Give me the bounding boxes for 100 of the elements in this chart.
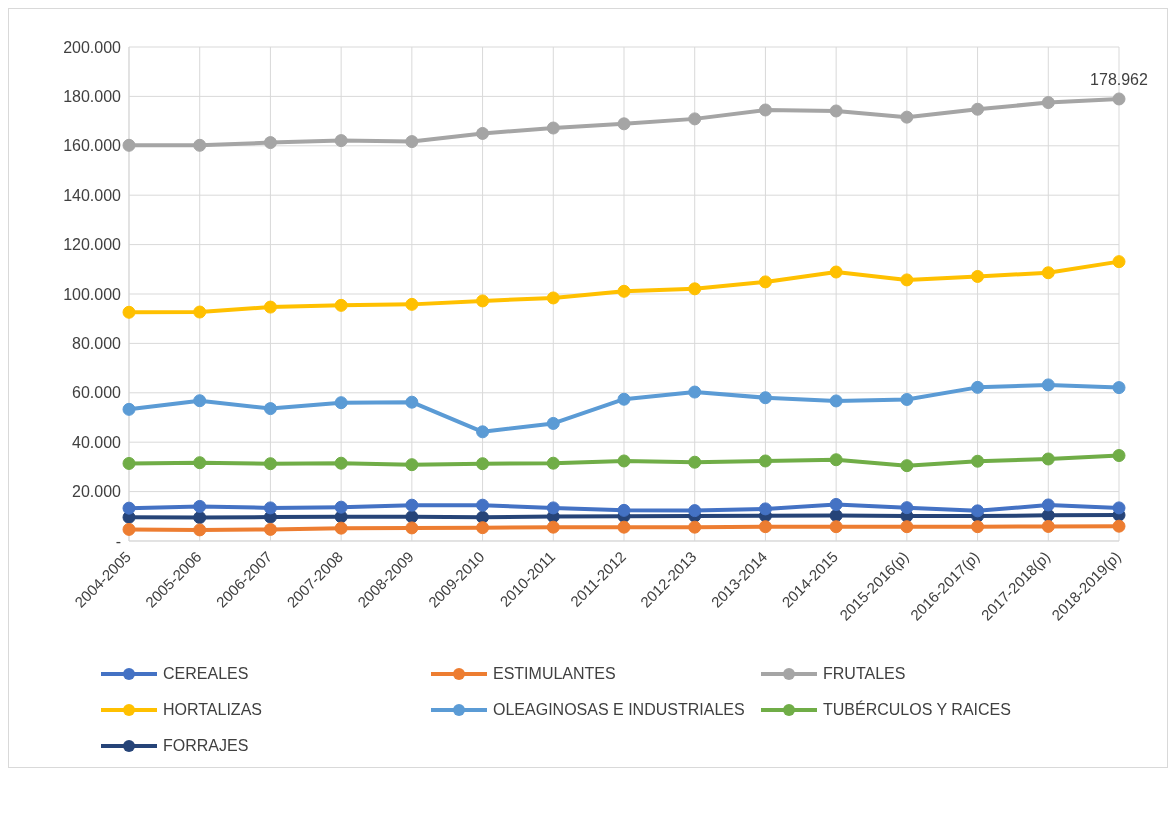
point (688, 504, 702, 518)
point (1041, 96, 1055, 110)
y-tick-label: 200.000 (63, 38, 122, 56)
point (405, 135, 419, 149)
point (829, 453, 843, 467)
point (476, 521, 490, 535)
point (617, 503, 631, 517)
point (334, 456, 348, 470)
point (476, 498, 490, 512)
y-tick-label: 140.000 (63, 186, 122, 204)
point (122, 138, 136, 152)
y-tick-label: 20.000 (72, 483, 122, 501)
point (546, 520, 560, 534)
point (900, 110, 914, 124)
point (900, 273, 914, 287)
point (334, 500, 348, 514)
point (758, 391, 772, 405)
point (193, 511, 207, 525)
point (617, 117, 631, 131)
legend-label: TUBÉRCULOS Y RAICES (823, 701, 1011, 719)
point (1112, 92, 1126, 106)
point (1112, 255, 1126, 269)
point (405, 297, 419, 311)
point (829, 265, 843, 279)
point (546, 121, 560, 135)
point (546, 456, 560, 470)
point (263, 300, 277, 314)
point (263, 501, 277, 515)
legend-label: FRUTALES (823, 665, 906, 683)
point (758, 103, 772, 117)
point (405, 458, 419, 472)
point (688, 112, 702, 126)
point (405, 510, 419, 524)
point (263, 136, 277, 150)
point (758, 275, 772, 289)
point (1041, 498, 1055, 512)
annotation: 178.962 (1090, 70, 1149, 88)
point (971, 520, 985, 534)
point (263, 457, 277, 471)
point (193, 305, 207, 319)
point (1112, 381, 1126, 395)
point (1112, 449, 1126, 463)
point (334, 521, 348, 535)
point (829, 497, 843, 511)
point (1041, 452, 1055, 466)
point (900, 520, 914, 534)
y-tick-label: 80.000 (72, 335, 122, 353)
point (476, 294, 490, 308)
point (1041, 519, 1055, 533)
point (193, 523, 207, 537)
point (829, 520, 843, 534)
point (900, 459, 914, 473)
point (617, 392, 631, 406)
point (405, 395, 419, 409)
point (1041, 378, 1055, 392)
point (193, 456, 207, 470)
y-tick-label: 60.000 (72, 384, 122, 402)
point (971, 380, 985, 394)
legend-label: FORRAJES (163, 737, 249, 755)
legend-label: HORTALIZAS (163, 701, 262, 719)
point (476, 126, 490, 140)
point (688, 455, 702, 469)
point (263, 522, 277, 536)
point (1112, 519, 1126, 533)
point (971, 454, 985, 468)
point (829, 104, 843, 118)
legend-label: CEREALES (163, 665, 249, 683)
point (122, 522, 136, 536)
point (971, 269, 985, 283)
point (193, 499, 207, 513)
legend-label: ESTIMULANTES (493, 665, 616, 683)
point (193, 138, 207, 152)
point (546, 501, 560, 515)
point (405, 521, 419, 535)
legend-label: OLEAGINOSAS E INDUSTRIALES (493, 701, 745, 719)
point (546, 416, 560, 430)
y-tick-label: 40.000 (72, 433, 122, 451)
point (900, 501, 914, 515)
point (688, 385, 702, 399)
point (122, 402, 136, 416)
point (334, 396, 348, 410)
y-tick-label: 180.000 (63, 88, 122, 106)
point (688, 282, 702, 296)
point (758, 520, 772, 534)
point (334, 134, 348, 148)
point (617, 284, 631, 298)
y-tick-label: - (115, 532, 121, 550)
point (122, 456, 136, 470)
point (405, 498, 419, 512)
point (758, 454, 772, 468)
point (829, 394, 843, 408)
point (617, 520, 631, 534)
point (193, 394, 207, 408)
point (617, 454, 631, 468)
point (971, 102, 985, 116)
point (758, 502, 772, 516)
point (546, 291, 560, 305)
point (688, 520, 702, 534)
point (1041, 266, 1055, 280)
point (900, 392, 914, 406)
